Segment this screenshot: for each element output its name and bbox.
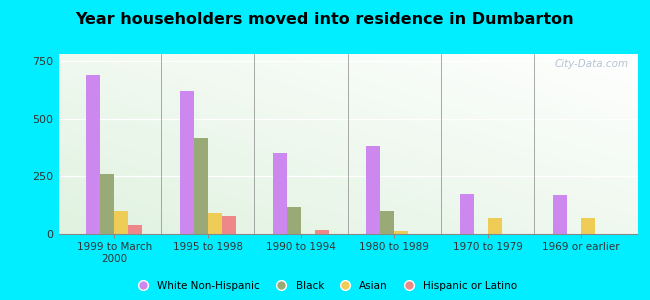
Text: Year householders moved into residence in Dumbarton: Year householders moved into residence i…: [75, 12, 575, 27]
Bar: [101, 174, 114, 234]
Bar: [86, 75, 101, 234]
Bar: [114, 211, 129, 234]
Bar: [222, 215, 236, 234]
Bar: [129, 225, 142, 234]
Bar: [460, 194, 474, 234]
Bar: [553, 195, 567, 234]
Bar: [287, 208, 301, 234]
Bar: [208, 213, 222, 234]
Bar: [315, 230, 329, 234]
Bar: [380, 211, 395, 234]
Bar: [395, 230, 408, 234]
Text: City-Data.com: City-Data.com: [554, 59, 629, 69]
Bar: [488, 218, 502, 234]
Bar: [194, 138, 208, 234]
Bar: [581, 218, 595, 234]
Legend: White Non-Hispanic, Black, Asian, Hispanic or Latino: White Non-Hispanic, Black, Asian, Hispan…: [128, 277, 522, 295]
Bar: [180, 91, 194, 234]
Bar: [367, 146, 380, 234]
Bar: [273, 153, 287, 234]
